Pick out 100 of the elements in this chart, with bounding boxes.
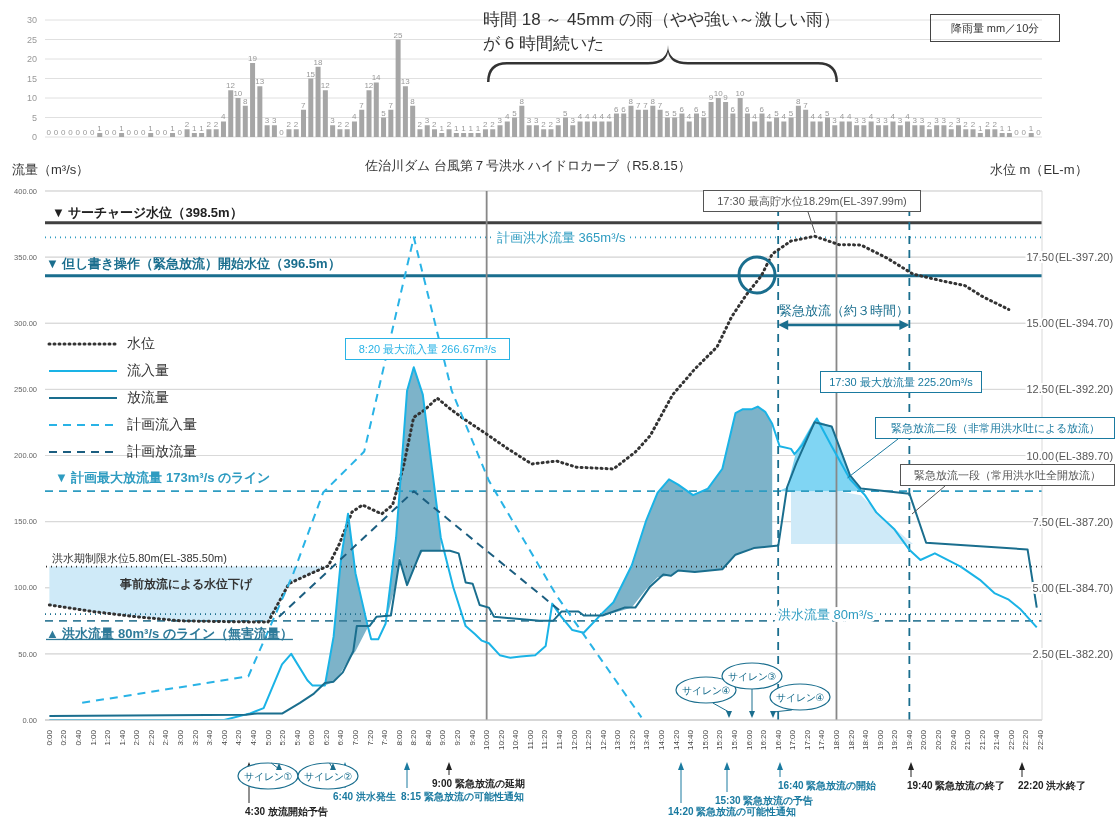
bar bbox=[781, 121, 787, 137]
data-label: 8 bbox=[628, 96, 634, 106]
data-label: 2 bbox=[417, 120, 423, 130]
bar bbox=[963, 129, 969, 137]
data-label: 0 bbox=[1014, 128, 1020, 137]
bar bbox=[919, 125, 925, 137]
y-tick-label: 10 bbox=[26, 93, 37, 104]
bar bbox=[846, 121, 852, 137]
annotation: サイレン③ bbox=[727, 671, 777, 682]
annotation: 8:20 最大流入量 266.67m³/s bbox=[345, 338, 510, 360]
data-label: 2 bbox=[963, 120, 969, 130]
data-label: 3 bbox=[534, 116, 539, 126]
annotation: サイレン④ bbox=[681, 685, 731, 696]
data-label: 5 bbox=[788, 108, 794, 118]
x-tick-label: 10:20 bbox=[496, 729, 506, 751]
x-tick-label: 6:00 bbox=[307, 729, 317, 746]
bar bbox=[235, 98, 241, 137]
bar bbox=[810, 121, 816, 137]
bar bbox=[512, 117, 518, 137]
bar bbox=[228, 90, 234, 137]
data-label: 0 bbox=[155, 128, 161, 137]
data-label: 6 bbox=[621, 104, 627, 114]
x-tick-label: 9:00 bbox=[438, 729, 448, 746]
data-label: 3 bbox=[876, 116, 882, 126]
text: 16:40 緊急放流の開始 bbox=[778, 780, 878, 791]
bar bbox=[468, 133, 474, 137]
legend-label: 計画流入量 bbox=[127, 415, 197, 434]
x-tick-label: 18:40 bbox=[861, 729, 871, 751]
data-label: 7 bbox=[657, 100, 663, 110]
data-label: 0 bbox=[82, 128, 88, 137]
x-tick-label: 1:20 bbox=[103, 729, 113, 746]
annotation: 緊急放流（約３時間） bbox=[778, 303, 909, 318]
x-tick-label: 2:00 bbox=[132, 729, 142, 746]
y-tick-label: 5 bbox=[31, 112, 37, 123]
x-tick-label: 3:40 bbox=[205, 729, 215, 746]
data-label: 0 bbox=[1021, 128, 1027, 137]
x-tick-label: 13:00 bbox=[613, 729, 623, 751]
x-tick-label: 17:40 bbox=[817, 729, 827, 751]
data-label: 13 bbox=[255, 77, 265, 87]
bar bbox=[519, 105, 525, 137]
data-label: 2 bbox=[344, 120, 350, 130]
x-tick-label: 18:00 bbox=[831, 729, 841, 751]
ref-line-label: ▼ 計画最大放流量 173m³/s のライン bbox=[55, 470, 271, 486]
x-tick-label: 21:00 bbox=[963, 729, 973, 751]
data-label: 2 bbox=[490, 120, 496, 130]
y2-tick-label: 12.50 bbox=[1026, 383, 1054, 396]
bar bbox=[599, 121, 605, 137]
bar bbox=[439, 133, 445, 137]
data-label: 6 bbox=[745, 104, 751, 114]
data-label: 2 bbox=[926, 120, 932, 130]
data-label: 6 bbox=[679, 104, 685, 114]
bar bbox=[926, 129, 932, 137]
x-tick-label: 0:40 bbox=[74, 729, 84, 746]
data-label: 0 bbox=[90, 128, 96, 137]
x-tick-label: 18:20 bbox=[846, 729, 856, 751]
bar bbox=[912, 125, 918, 137]
bar bbox=[388, 109, 394, 137]
data-label: 1 bbox=[199, 124, 205, 134]
y-tick-label: 0 bbox=[31, 132, 37, 143]
text: 22:20 洪水終了 bbox=[1018, 780, 1087, 791]
x-tick-label: 11:40 bbox=[555, 729, 565, 750]
bar bbox=[97, 133, 103, 137]
bar bbox=[635, 109, 641, 137]
bar bbox=[868, 121, 874, 137]
data-label: 1 bbox=[468, 124, 474, 134]
x-tick-label: 16:20 bbox=[759, 729, 769, 751]
bar bbox=[897, 125, 903, 137]
bar bbox=[955, 125, 961, 137]
bar bbox=[679, 113, 685, 137]
bar bbox=[999, 133, 1005, 137]
data-label: 14 bbox=[371, 73, 382, 83]
x-tick-label: 3:20 bbox=[190, 729, 200, 746]
bar bbox=[643, 109, 649, 137]
bar bbox=[351, 121, 357, 137]
bar bbox=[381, 117, 387, 137]
data-label: 1 bbox=[1007, 124, 1013, 134]
data-label: 2 bbox=[992, 120, 998, 130]
data-label: 0 bbox=[60, 128, 66, 137]
ref-line-label: ▼ サーチャージ水位（398.5m） bbox=[52, 204, 243, 220]
x-tick-label: 9:20 bbox=[453, 729, 462, 746]
bar bbox=[1006, 133, 1012, 137]
ref-line-label: ▼ 但し書き操作（緊急放流）開始水位（396.5m） bbox=[46, 255, 341, 271]
legend-label: 水位 bbox=[127, 334, 155, 353]
data-label: 1 bbox=[453, 124, 459, 134]
data-label: 7 bbox=[643, 100, 649, 110]
data-label: 4 bbox=[846, 112, 852, 122]
text: 4:30 放流開始予告 bbox=[245, 806, 328, 817]
bar bbox=[199, 133, 205, 137]
data-label: 4 bbox=[890, 112, 896, 122]
bar bbox=[766, 121, 772, 137]
data-label: 1 bbox=[119, 124, 125, 134]
bar bbox=[861, 125, 867, 137]
data-label: 1 bbox=[191, 124, 197, 134]
data-label: 4 bbox=[577, 112, 583, 122]
data-label: 0 bbox=[133, 128, 139, 137]
data-label: 3 bbox=[861, 116, 867, 126]
x-tick-label: 0:20 bbox=[59, 729, 69, 746]
data-label: 2 bbox=[548, 120, 554, 130]
bar bbox=[330, 125, 336, 137]
data-label: 0 bbox=[46, 128, 52, 137]
